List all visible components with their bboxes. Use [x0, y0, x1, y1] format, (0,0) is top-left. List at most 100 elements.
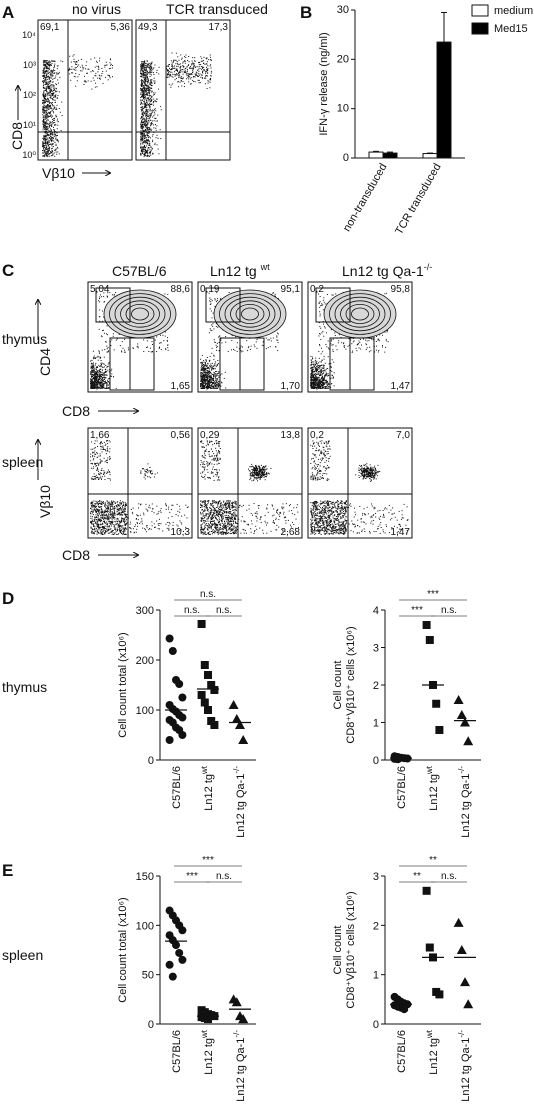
scatter-point-square [197, 620, 206, 628]
scatter-point-triangle [453, 917, 464, 927]
scatter-significance-label: n.s. [216, 871, 232, 882]
scatter-ytick-label: 4 [373, 605, 379, 617]
scatter-xtick-label: Ln12 tg Qa-1-/- [457, 1030, 472, 1102]
panel-c-contour-ring [224, 296, 276, 332]
scatter-point-circle [165, 634, 174, 643]
scatter-ytick-label: 0 [373, 1019, 379, 1031]
panel-a-dotplots: 69,1 5,36 49,3 17,3 10⁰ 10¹ 10² 10³ 10⁴ [22, 19, 231, 161]
panel-c-xaxis-cd8-spleen: CD8 [62, 547, 90, 563]
panel-c-dots [310, 440, 409, 535]
panel-d-row-thymus: thymus [2, 679, 47, 695]
scatter-ylabel-line2: CD8⁺Vβ10⁺ cells (x10⁶) [345, 891, 357, 1008]
panel-c-header-ln12wt-sup: wt [260, 262, 270, 272]
scatter-ytick-label: 200 [136, 655, 154, 667]
panel-b-legend-label: Med15 [494, 23, 528, 35]
scatter-significance-label: *** [427, 589, 439, 600]
scatter-xtick-label: Ln12 tg Qa-1-/- [457, 766, 472, 838]
panel-label-b: B [300, 3, 312, 22]
scatter-point-triangle [228, 700, 239, 709]
scatter-significance-label: *** [411, 605, 423, 616]
scatter-ylabel-line1: Cell count [332, 926, 344, 975]
panel-c-header-c57: C57BL/6 [112, 263, 167, 279]
panel-c-contour-ring [114, 296, 166, 332]
panel-c-plot-frame [307, 427, 413, 539]
panel-c-row-thymus: thymus [2, 331, 47, 347]
scatter-point-square [204, 706, 212, 714]
panel-c-contour-ring [241, 307, 259, 321]
panel-b-xtick-label: non-transduced [341, 162, 390, 234]
panel-c-pct-upper-right: 13,8 [281, 430, 301, 441]
scatter-ylabel: Cell count total (x10⁶) [117, 897, 129, 1002]
scatter-significance-label: n.s. [200, 589, 216, 600]
panel-c-plot-frame [87, 427, 193, 539]
panel-c-header-ln12wt-base: Ln12 tg [210, 263, 261, 279]
panel-c-contour-ring [131, 307, 149, 321]
scatter-point-square [197, 691, 206, 699]
panel-b-ytick-label: 0 [343, 152, 349, 164]
panel-c-pct-upper-left: 0,19 [200, 284, 220, 295]
scatter-point-square [204, 1015, 212, 1024]
scatter-point-triangle [238, 735, 249, 744]
panel-c-contour-ring [340, 300, 380, 328]
scatter-point-triangle [460, 717, 470, 727]
panel-c-dots [90, 440, 189, 535]
panel-c-yaxis-vb10: Vβ10 [37, 485, 53, 518]
scatter-ytick-label: 0 [148, 1019, 154, 1031]
panel-a-dots [140, 52, 212, 157]
scatter-point-circle [178, 693, 187, 702]
panel-c-gate-dn [349, 337, 375, 391]
scatter-point-circle [393, 755, 402, 764]
panel-c-pct-upper-left: 1,66 [90, 430, 110, 441]
panel-c-pct-upper-left: 0,2 [310, 284, 324, 295]
scatter-point-square [435, 990, 444, 999]
panel-c-yaxis-cd4: CD4 [37, 348, 53, 376]
panel-a-pct-upper-right: 5,36 [111, 22, 131, 33]
panel-a-ytick: 10⁴ [22, 30, 36, 40]
panel-c-pct-upper-right: 7,0 [396, 430, 410, 441]
scatter-significance-label: n.s. [441, 605, 457, 616]
scatter-significance-label: n.s. [441, 871, 457, 882]
scatter-ytick-label: 3 [373, 871, 379, 883]
panel-c-gate-cd4sp [95, 287, 131, 323]
panel-a-ytick: 10² [23, 90, 36, 100]
scatter-ytick-label: 3 [373, 643, 379, 655]
scatter-xtick-label: Ln12 tg Qa-1-/- [232, 1030, 247, 1102]
panel-c-contour-ring [235, 303, 265, 324]
scatter-xtick-label: C57BL/6 [171, 766, 183, 809]
scatter-point-square [422, 886, 431, 895]
panel-b-bar-med15 [382, 152, 398, 159]
panel-c-plot-spleen-3: 0,2 7,0 1,47 [307, 427, 413, 539]
panel-e-row-spleen: spleen [2, 947, 43, 963]
panel-a-ytick: 10⁰ [22, 150, 36, 160]
scatter-xtick-label: C57BL/6 [396, 766, 408, 809]
scatter-point-circle [172, 941, 180, 950]
scatter-significance-label: n.s. [184, 605, 200, 616]
scatter-ytick-label: 1 [373, 718, 379, 730]
panel-c-gate-dn [129, 337, 155, 391]
scatter-point-triangle [453, 695, 464, 704]
panel-c-contour-ring [219, 293, 281, 335]
panel-c-pct-lower-left: 1,79 [200, 381, 220, 392]
scatter-significance-label: ** [429, 855, 437, 866]
scatter-point-square [435, 726, 444, 734]
scatter-point-circle [165, 960, 174, 969]
panel-b-legend-label: medium [494, 5, 533, 17]
panel-c-pct-upper-right: 95,1 [281, 284, 301, 295]
panel-label-c: C [2, 261, 14, 280]
panel-c-plot-spleen-2: 0,29 13,8 2,68 [197, 427, 303, 539]
panel-a-pct-upper-left: 69,1 [40, 22, 60, 33]
panel-c-pct-upper-right: 0,56 [171, 430, 191, 441]
panel-c-pct-upper-left: 0,2 [310, 430, 324, 441]
scatter-point-circle [168, 647, 177, 655]
panel-c-contour-ring [329, 293, 391, 335]
panel-c-plot-thymus-1: 5,04 88,6 2,31 1,65 [87, 281, 193, 393]
scatter-point-circle [178, 955, 187, 964]
scatter-point-triangle [463, 736, 474, 746]
panel-b-bar-med15 [436, 41, 452, 159]
scatter-ytick-label: 50 [142, 970, 154, 982]
panel-b-bar-medium [422, 153, 438, 159]
panel-a-pct-upper-left: 49,3 [138, 22, 158, 33]
panel-a-ytick: 10³ [23, 60, 36, 70]
panel-c-contour-ring [120, 300, 160, 328]
